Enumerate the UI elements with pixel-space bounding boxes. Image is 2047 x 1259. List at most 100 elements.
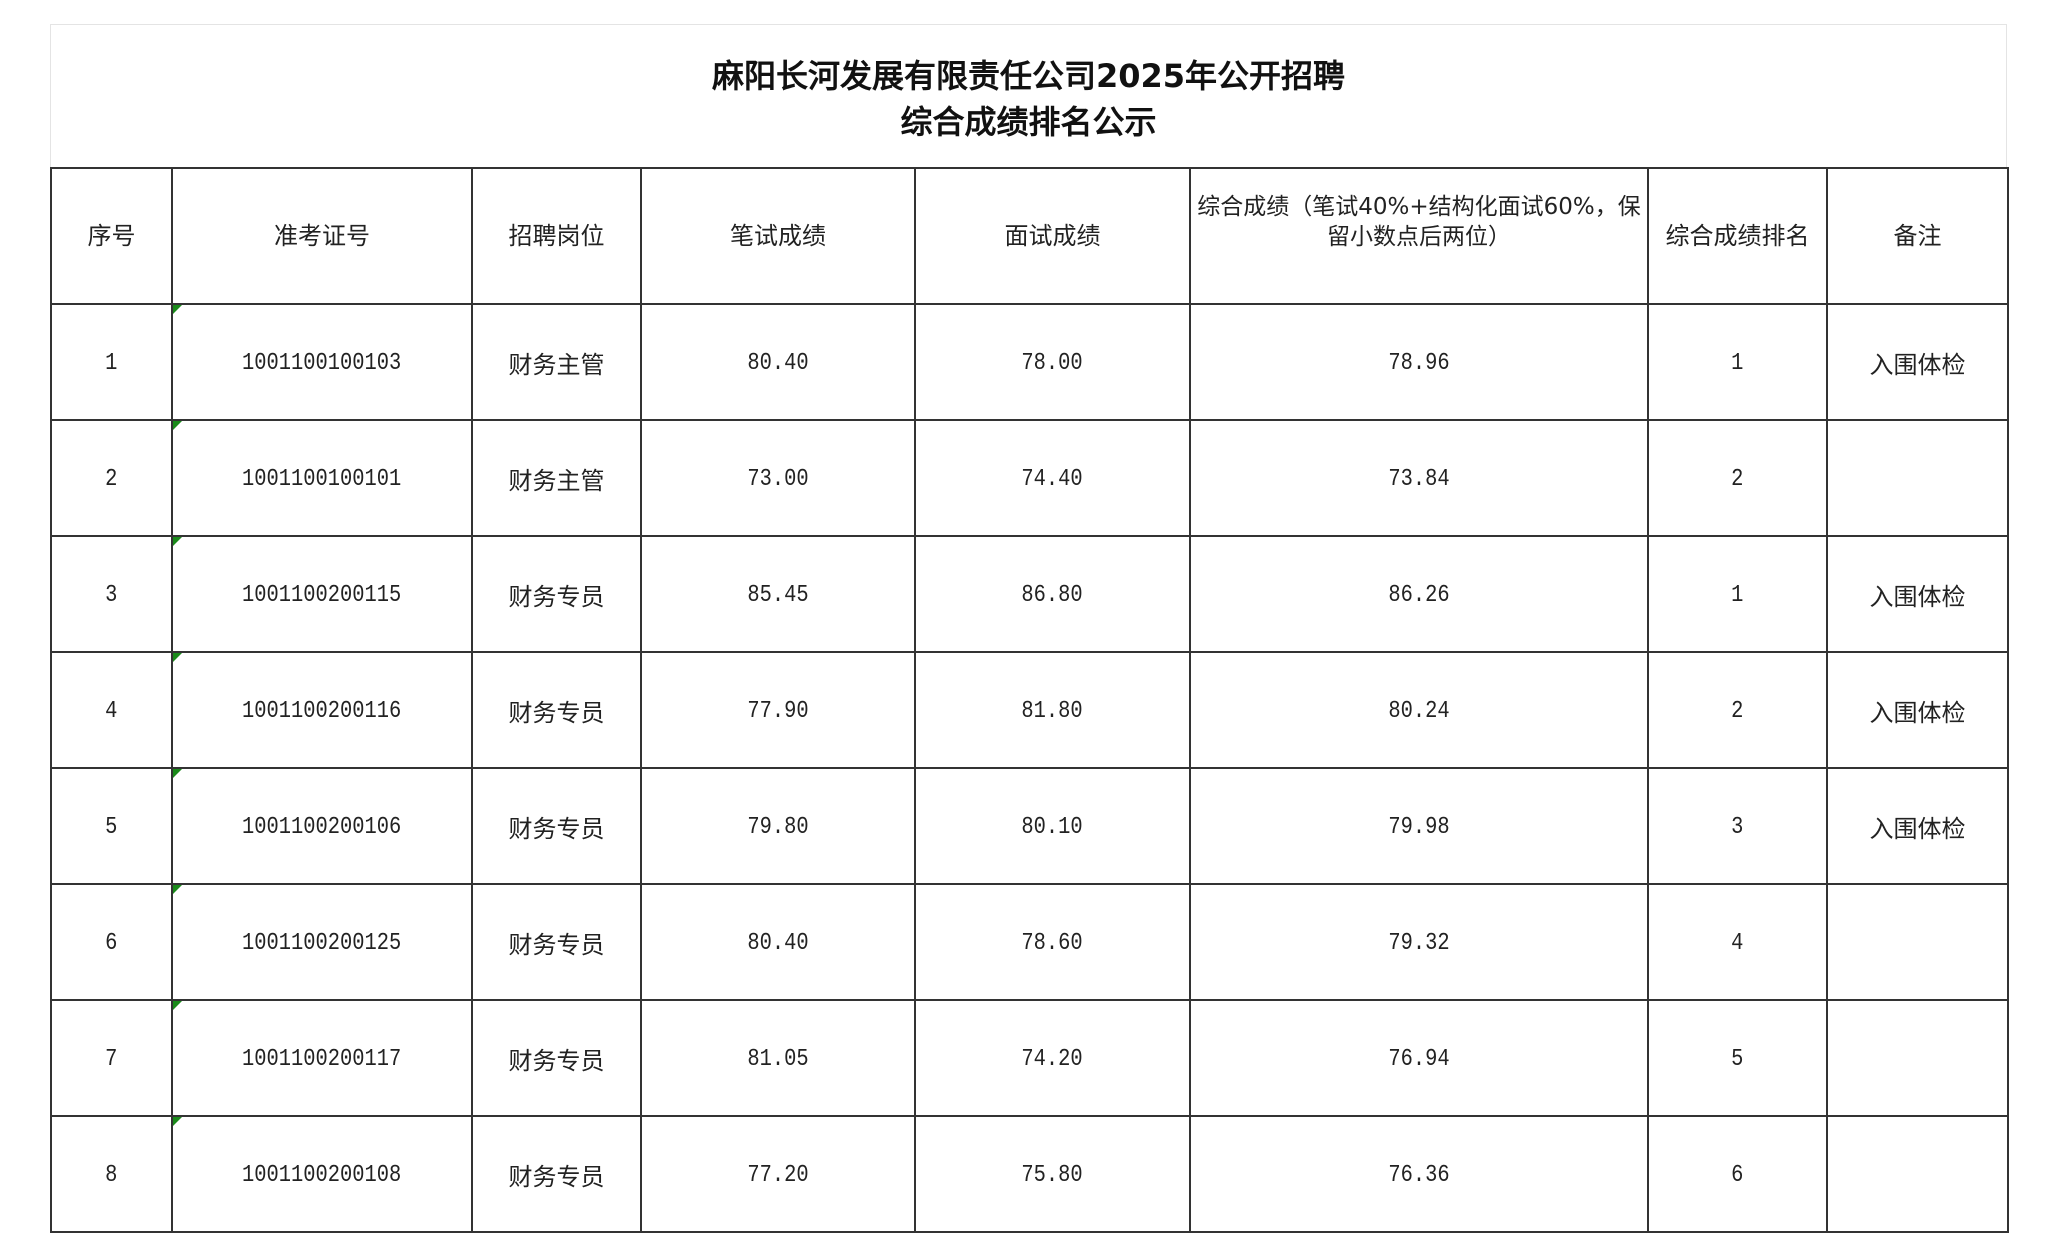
cell-interview[interactable]: 78.00 xyxy=(914,303,1191,421)
cell-written[interactable]: 79.80 xyxy=(640,767,916,885)
cell-interview[interactable]: 80.10 xyxy=(914,767,1191,885)
cell-rank-value: 2 xyxy=(1731,698,1744,725)
cell-total[interactable]: 73.84 xyxy=(1189,419,1649,537)
cell-id-value: 1001100100103 xyxy=(242,350,402,377)
cell-no[interactable]: 6 xyxy=(50,883,173,1001)
cell-interview-value: 81.80 xyxy=(1021,698,1084,725)
cell-post-value: 财务专员 xyxy=(508,814,605,843)
cell-interview-value: 78.00 xyxy=(1021,350,1084,377)
cell-interview[interactable]: 74.20 xyxy=(914,999,1191,1117)
cell-post[interactable]: 财务专员 xyxy=(471,767,642,885)
table-row: 3 1001100200115 财务专员 85.45 86.80 86.26 1 入围体检 xyxy=(50,535,2009,653)
cell-written-value: 79.80 xyxy=(747,814,809,841)
cell-post[interactable]: 财务专员 xyxy=(471,999,642,1117)
cell-interview-value: 74.40 xyxy=(1021,466,1084,493)
cell-rank[interactable]: 3 xyxy=(1647,767,1828,885)
cell-written[interactable]: 85.45 xyxy=(640,535,916,653)
cell-id-value: 1001100200117 xyxy=(242,1046,402,1073)
cell-id[interactable]: 1001100200108 xyxy=(171,1115,473,1233)
cell-post[interactable]: 财务专员 xyxy=(471,1115,642,1233)
cell-total[interactable]: 86.26 xyxy=(1189,535,1649,653)
cell-no[interactable]: 3 xyxy=(50,535,173,653)
cell-marker-icon xyxy=(173,653,182,662)
cell-no[interactable]: 1 xyxy=(50,303,173,421)
cell-rank[interactable]: 1 xyxy=(1647,303,1828,421)
cell-total[interactable]: 80.24 xyxy=(1189,651,1649,769)
cell-rank-value: 5 xyxy=(1731,1046,1744,1073)
cell-interview[interactable]: 74.40 xyxy=(914,419,1191,537)
cell-id-value: 1001100200106 xyxy=(242,814,402,841)
cell-id[interactable]: 1001100200116 xyxy=(171,651,473,769)
cell-marker-icon xyxy=(173,305,182,314)
cell-id[interactable]: 1001100200115 xyxy=(171,535,473,653)
cell-written[interactable]: 81.05 xyxy=(640,999,916,1117)
cell-marker-icon xyxy=(173,1117,182,1126)
cell-no-value: 4 xyxy=(105,698,118,725)
cell-rank[interactable]: 4 xyxy=(1647,883,1828,1001)
cell-interview[interactable]: 75.80 xyxy=(914,1115,1191,1233)
cell-no[interactable]: 8 xyxy=(50,1115,173,1233)
cell-post[interactable]: 财务专员 xyxy=(471,651,642,769)
cell-rank[interactable]: 2 xyxy=(1647,419,1828,537)
header-no: 序号 xyxy=(50,167,173,305)
cell-post[interactable]: 财务专员 xyxy=(471,535,642,653)
cell-post-value: 财务专员 xyxy=(508,930,605,959)
header-id: 准考证号 xyxy=(171,167,473,305)
cell-note[interactable]: 入围体检 xyxy=(1826,535,2009,653)
cell-written[interactable]: 77.20 xyxy=(640,1115,916,1233)
cell-note-value: 入围体检 xyxy=(1869,350,1966,379)
cell-note[interactable]: 入围体检 xyxy=(1826,767,2009,885)
cell-interview-value: 80.10 xyxy=(1021,814,1084,841)
cell-id-value: 1001100200125 xyxy=(242,930,402,957)
cell-total[interactable]: 76.36 xyxy=(1189,1115,1649,1233)
cell-rank[interactable]: 2 xyxy=(1647,651,1828,769)
cell-total[interactable]: 79.32 xyxy=(1189,883,1649,1001)
cell-note-value: 入围体检 xyxy=(1869,582,1966,611)
cell-no[interactable]: 2 xyxy=(50,419,173,537)
cell-written[interactable]: 77.90 xyxy=(640,651,916,769)
cell-no[interactable]: 5 xyxy=(50,767,173,885)
cell-total[interactable]: 76.94 xyxy=(1189,999,1649,1117)
cell-rank-value: 4 xyxy=(1731,930,1744,957)
cell-note[interactable] xyxy=(1826,1115,2009,1233)
cell-rank-value: 2 xyxy=(1731,466,1744,493)
cell-interview[interactable]: 78.60 xyxy=(914,883,1191,1001)
cell-id[interactable]: 1001100200106 xyxy=(171,767,473,885)
cell-rank[interactable]: 6 xyxy=(1647,1115,1828,1233)
cell-post[interactable]: 财务专员 xyxy=(471,883,642,1001)
cell-no-value: 6 xyxy=(105,930,118,957)
cell-id-value: 1001100200108 xyxy=(242,1162,402,1189)
cell-written[interactable]: 73.00 xyxy=(640,419,916,537)
cell-no[interactable]: 4 xyxy=(50,651,173,769)
cell-interview-value: 78.60 xyxy=(1021,930,1084,957)
cell-note[interactable] xyxy=(1826,999,2009,1117)
cell-id[interactable]: 1001100200117 xyxy=(171,999,473,1117)
cell-written[interactable]: 80.40 xyxy=(640,303,916,421)
header-row: 序号 准考证号 招聘岗位 笔试成绩 面试成绩 综合成绩（笔试40%+结构化面试6… xyxy=(50,167,2009,305)
cell-post[interactable]: 财务主管 xyxy=(471,419,642,537)
cell-note[interactable] xyxy=(1826,883,2009,1001)
cell-total[interactable]: 78.96 xyxy=(1189,303,1649,421)
header-total-label: 综合成绩（笔试40%+结构化面试60%，保留小数点后两位） xyxy=(1197,193,1641,250)
table-row: 1 1001100100103 财务主管 80.40 78.00 78.96 1 入围体检 xyxy=(50,303,2009,421)
cell-id[interactable]: 1001100100101 xyxy=(171,419,473,537)
cell-id[interactable]: 1001100200125 xyxy=(171,883,473,1001)
cell-total[interactable]: 79.98 xyxy=(1189,767,1649,885)
title-box: 麻阳长河发展有限责任公司2025年公开招聘 综合成绩排名公示 xyxy=(50,24,2007,167)
cell-written[interactable]: 80.40 xyxy=(640,883,916,1001)
cell-note[interactable] xyxy=(1826,419,2009,537)
cell-no-value: 8 xyxy=(105,1162,118,1189)
cell-interview[interactable]: 81.80 xyxy=(914,651,1191,769)
cell-post-value: 财务主管 xyxy=(508,466,605,495)
cell-rank[interactable]: 5 xyxy=(1647,999,1828,1117)
cell-note[interactable]: 入围体检 xyxy=(1826,651,2009,769)
cell-id[interactable]: 1001100100103 xyxy=(171,303,473,421)
cell-post-value: 财务专员 xyxy=(508,1162,605,1191)
cell-note[interactable]: 入围体检 xyxy=(1826,303,2009,421)
cell-no[interactable]: 7 xyxy=(50,999,173,1117)
cell-marker-icon xyxy=(173,421,182,430)
cell-rank[interactable]: 1 xyxy=(1647,535,1828,653)
cell-post[interactable]: 财务主管 xyxy=(471,303,642,421)
header-note: 备注 xyxy=(1826,167,2009,305)
cell-interview[interactable]: 86.80 xyxy=(914,535,1191,653)
